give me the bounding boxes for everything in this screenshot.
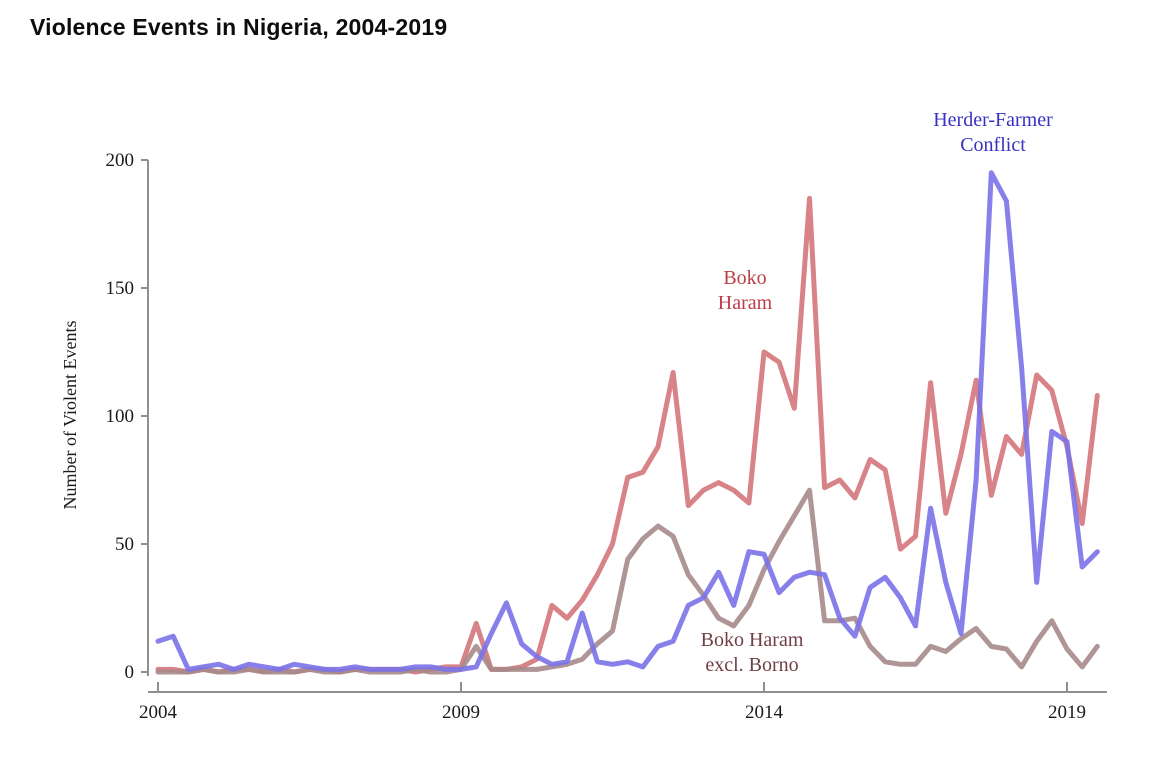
x-tick-label: 2004 [139,702,178,723]
series-line-boko-haram [155,195,1100,675]
series-label-boko-haram: Boko Haram [718,266,772,316]
series-label-line: Boko [723,267,767,289]
series-label-line: Conflict [960,134,1026,156]
x-tick-label: 2014 [745,702,784,723]
series-line-herder-farmer-conflict [155,170,1100,672]
y-tick-label: 100 [106,406,135,427]
series-label-line: Boko Haram [700,629,804,651]
series-label-line: Herder-Farmer [933,109,1053,131]
x-tick-label: 2009 [442,702,480,723]
y-axis-title: Number of Violent Events [60,320,80,509]
y-tick-label: 50 [115,534,134,555]
series-label-line: excl. Borno [705,654,799,676]
y-tick-label: 150 [106,278,135,299]
series-label-boko-haram-excl-borno: Boko Haram excl. Borno [701,628,804,678]
series-label-line: Haram [717,292,773,314]
y-tick-label: 0 [125,662,135,683]
series-line-boko-haram-excl-borno [155,487,1100,675]
series-label-herder-farmer-conflict: Herder-Farmer Conflict [933,108,1053,158]
y-tick-label: 200 [106,150,135,171]
x-tick-label: 2019 [1048,702,1086,723]
page-title: Violence Events in Nigeria, 2004-2019 [30,14,448,40]
